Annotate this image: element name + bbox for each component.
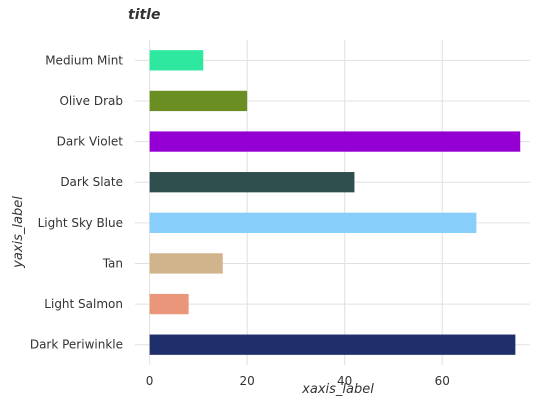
chart-title: title (128, 7, 160, 23)
x-tick-label: 20 (240, 374, 255, 388)
bar (149, 253, 223, 274)
y-tick-label: Tan (102, 256, 123, 270)
bar (149, 50, 204, 71)
bar (149, 131, 521, 152)
bar (149, 293, 189, 315)
x-axis-label: xaxis_label (301, 382, 374, 397)
x-tick-label: 40 (337, 374, 352, 388)
x-tick-label: 60 (435, 374, 450, 388)
y-tick-label: Light Sky Blue (38, 216, 123, 230)
bar (149, 172, 355, 193)
x-tick-label: 0 (146, 374, 154, 388)
y-axis-label: yaxis_label (11, 196, 26, 269)
bar (149, 90, 248, 112)
y-tick-label: Dark Periwinkle (30, 338, 123, 352)
y-tick-label: Olive Drab (59, 94, 123, 108)
y-tick-label: Dark Slate (60, 175, 123, 189)
bar (149, 334, 516, 355)
y-tick-label: Dark Violet (57, 135, 124, 149)
y-tick-label: Medium Mint (45, 53, 123, 67)
bar (149, 212, 477, 233)
y-tick-label: Light Salmon (44, 297, 123, 311)
